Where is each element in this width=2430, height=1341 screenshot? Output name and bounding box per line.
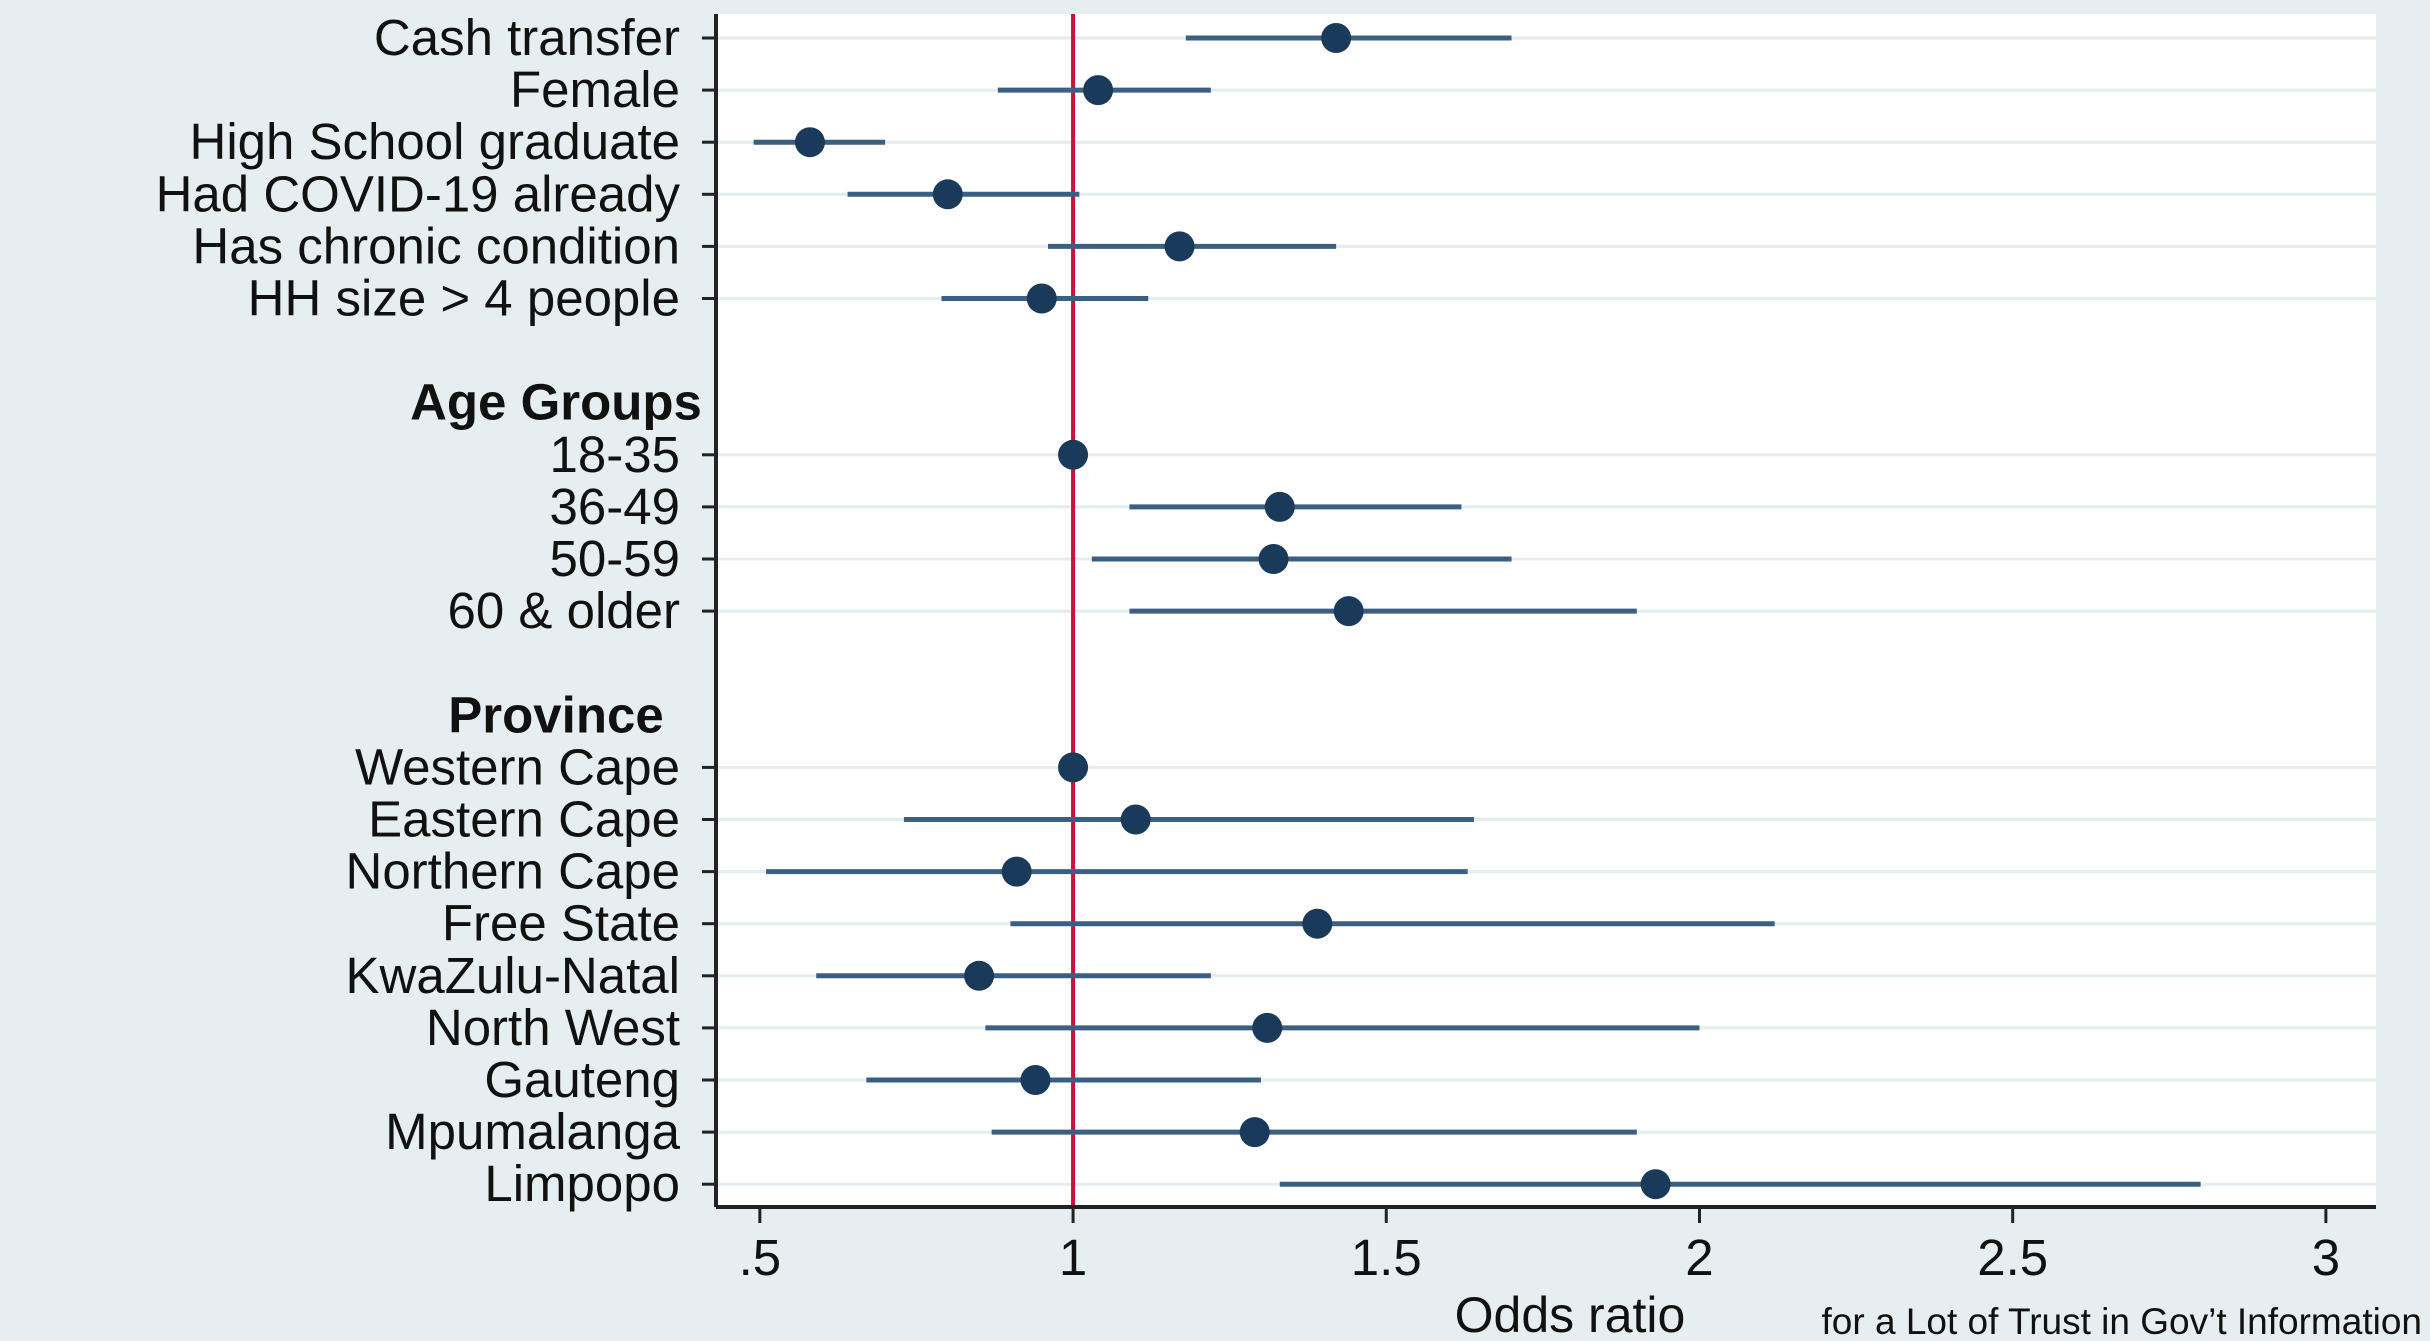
y-label-60-older: 60 & older [448,582,681,639]
y-label-50-59: 50-59 [550,530,680,587]
y-label-western-cape: Western Cape [355,738,680,795]
point-eastern-cape [1120,804,1151,835]
group-header-age-groups: Age Groups [410,374,702,431]
y-label-mpumalanga: Mpumalanga [385,1103,680,1160]
point-western-cape [1058,752,1089,783]
point-high-school-graduate [794,127,825,158]
point-60-older [1333,596,1364,627]
y-label-female: Female [510,61,680,118]
point-north-west [1252,1012,1283,1043]
y-label-high-school-graduate: High School graduate [189,113,680,170]
point-northern-cape [1001,856,1032,887]
point-18-35 [1058,439,1089,470]
x-tick-label-2: 1.5 [1351,1229,1422,1286]
x-axis-ticks: .5 1 1.5 2 2.5 3 [739,1207,2340,1286]
y-label-eastern-cape: Eastern Cape [368,791,680,848]
data-marks [753,23,2201,1200]
x-tick-label-3: 2 [1685,1229,1713,1286]
point-has-chronic-condition [1164,231,1195,262]
y-label-kwazulu-natal: KwaZulu-Natal [346,947,680,1004]
point-36-49 [1264,491,1295,522]
x-tick-label-0: .5 [739,1229,782,1286]
y-label-cash-transfer: Cash transfer [374,9,680,66]
y-label-18-35: 18-35 [550,426,680,483]
x-tick-label-5: 3 [2312,1229,2340,1286]
point-limpopo [1640,1169,1671,1200]
y-label-hh-size-4-people: HH size > 4 people [248,270,680,327]
x-tick-label-4: 2.5 [1977,1229,2048,1286]
x-axis-title: Odds ratio [1455,1287,1686,1341]
y-label-gauteng: Gauteng [484,1051,680,1108]
axes [702,14,2376,1209]
point-had-covid-19-already [932,179,963,210]
x-tick-label-1: 1 [1059,1229,1087,1286]
y-label-has-chronic-condition: Has chronic condition [192,217,680,274]
point-cash-transfer [1321,23,1352,53]
group-header-province: Province [448,686,663,743]
y-label-northern-cape: Northern Cape [345,843,680,900]
point-50-59 [1258,544,1289,574]
point-kwazulu-natal [964,960,995,991]
chart-note: for a Lot of Trust in Gov’t Information [1822,1301,2423,1341]
point-hh-size-4-people [1026,283,1057,314]
point-gauteng [1020,1065,1051,1095]
y-label-limpopo: Limpopo [484,1155,680,1212]
y-label-north-west: North West [426,999,680,1056]
point-mpumalanga [1239,1117,1270,1148]
y-label-free-state: Free State [442,895,680,952]
point-female [1083,75,1114,106]
y-label-36-49: 36-49 [550,478,680,535]
y-label-had-covid-19-already: Had COVID-19 already [156,165,681,222]
point-free-state [1302,908,1333,939]
